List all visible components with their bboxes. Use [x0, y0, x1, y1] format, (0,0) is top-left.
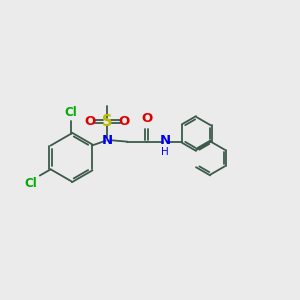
Text: N: N	[160, 134, 171, 147]
Text: O: O	[141, 112, 152, 125]
Text: S: S	[102, 114, 112, 129]
Text: O: O	[85, 115, 96, 128]
Text: Cl: Cl	[25, 177, 38, 190]
Text: H: H	[161, 147, 169, 157]
Text: N: N	[102, 134, 113, 147]
Text: Cl: Cl	[65, 106, 78, 119]
Text: O: O	[118, 115, 130, 128]
